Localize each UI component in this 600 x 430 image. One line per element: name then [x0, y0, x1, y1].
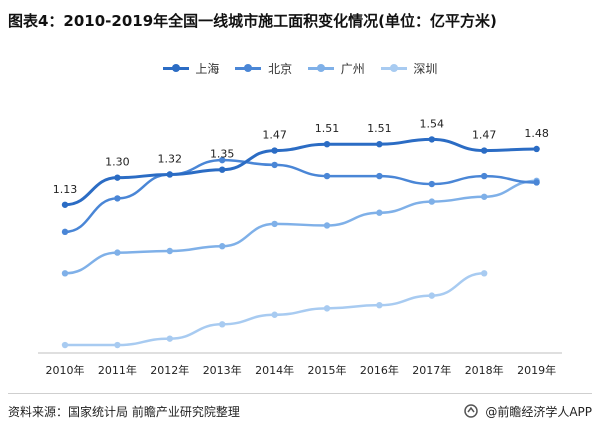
x-tick-label: 2016年 — [360, 363, 399, 377]
data-label: 1.32 — [158, 152, 183, 165]
series-line-0 — [63, 137, 539, 207]
series-1 — [61, 156, 540, 236]
data-label: 1.30 — [105, 156, 130, 169]
legend-label-shanghai: 上海 — [195, 62, 220, 76]
data-point — [114, 341, 121, 349]
data-label: 1.54 — [420, 117, 445, 130]
legend-item-shanghai: 上海 — [162, 60, 220, 77]
legend-swatch-beijing — [235, 64, 262, 72]
data-point — [271, 161, 278, 169]
x-tick-label: 2014年 — [255, 363, 294, 377]
data-label: 1.47 — [262, 129, 287, 142]
data-point — [323, 305, 331, 312]
data-point — [166, 171, 173, 178]
x-tick-label: 2015年 — [308, 363, 347, 377]
data-point — [428, 180, 435, 188]
data-point — [481, 172, 488, 180]
legend-label-guangzhou: 广州 — [340, 62, 365, 76]
source-note: 资料来源：国家统计局 前瞻产业研究院整理 — [8, 405, 240, 419]
data-point — [61, 341, 69, 349]
data-label: 1.13 — [53, 183, 78, 196]
data-label: 1.48 — [524, 127, 549, 140]
data-point — [376, 209, 383, 216]
data-point — [219, 243, 226, 250]
data-label-layer: 1.13 1.30 1.32 1.35 1.47 1.51 1.51 1.54 1.47 1.48 — [53, 117, 549, 195]
data-point — [428, 292, 435, 299]
series-line-2 — [63, 179, 538, 275]
legend-item-beijing: 北京 — [235, 60, 292, 77]
legend-swatch-shanghai — [162, 64, 189, 72]
series-layer — [61, 136, 540, 349]
legend-swatch-shenzhen — [380, 64, 407, 72]
data-point — [376, 172, 383, 180]
data-point — [428, 136, 435, 143]
x-tick-label: 2010年 — [46, 363, 85, 377]
data-point — [376, 140, 383, 148]
x-tick-layer: 2010年 2011年 2012年 2013年 2014年 2015年 2016年 2017年… — [46, 363, 557, 377]
data-point — [271, 220, 278, 228]
series-0 — [61, 136, 540, 208]
data-point — [533, 179, 540, 186]
data-point — [166, 247, 173, 255]
data-point — [323, 172, 331, 180]
data-point — [61, 270, 69, 277]
data-point — [271, 147, 278, 154]
brand-text: @前瞻经济学人APP — [485, 405, 592, 419]
legend-swatch-guangzhou — [307, 64, 334, 72]
legend-label-beijing: 北京 — [268, 62, 293, 76]
data-point — [271, 311, 278, 318]
x-tick-label: 2011年 — [98, 363, 137, 377]
data-label: 1.47 — [472, 129, 497, 142]
data-point — [166, 335, 173, 342]
data-point — [219, 166, 226, 173]
series-line-1 — [63, 158, 538, 234]
x-tick-label: 2012年 — [150, 363, 189, 377]
legend-label-shenzhen: 深圳 — [413, 62, 438, 76]
data-point — [114, 174, 121, 181]
data-point — [481, 193, 488, 200]
x-tick-label: 2017年 — [412, 363, 451, 377]
data-point — [428, 198, 435, 205]
legend-item-guangzhou: 广州 — [307, 60, 365, 77]
data-point — [114, 249, 121, 256]
brand-credit: @前瞻经济学人APP — [464, 403, 592, 421]
chart-title: 图表4：2010-2019年全国一线城市施工面积变化情况(单位：亿平方米) — [8, 12, 497, 30]
x-tick-label: 2019年 — [517, 363, 556, 377]
chart-legend: 上海 北京 广州 深圳 — [0, 60, 600, 77]
data-point — [376, 301, 383, 309]
data-label: 1.51 — [367, 122, 392, 135]
legend-item-shenzhen: 深圳 — [380, 60, 438, 77]
data-point — [114, 195, 121, 202]
footer-divider — [8, 393, 592, 394]
data-point — [219, 321, 226, 328]
data-point — [323, 222, 331, 229]
series-2 — [61, 177, 540, 277]
data-label: 1.35 — [210, 148, 235, 161]
data-point — [481, 270, 488, 277]
x-tick-label: 2018年 — [465, 363, 504, 377]
data-point — [481, 147, 488, 154]
data-point — [61, 201, 69, 208]
x-tick-label: 2013年 — [203, 363, 242, 377]
data-point — [323, 140, 331, 148]
data-point — [533, 145, 540, 153]
data-label: 1.51 — [315, 122, 340, 135]
brand-logo-icon — [464, 404, 479, 421]
series-line-3 — [63, 272, 486, 347]
series-3 — [61, 270, 488, 349]
data-point — [219, 156, 226, 164]
data-point — [61, 228, 69, 236]
